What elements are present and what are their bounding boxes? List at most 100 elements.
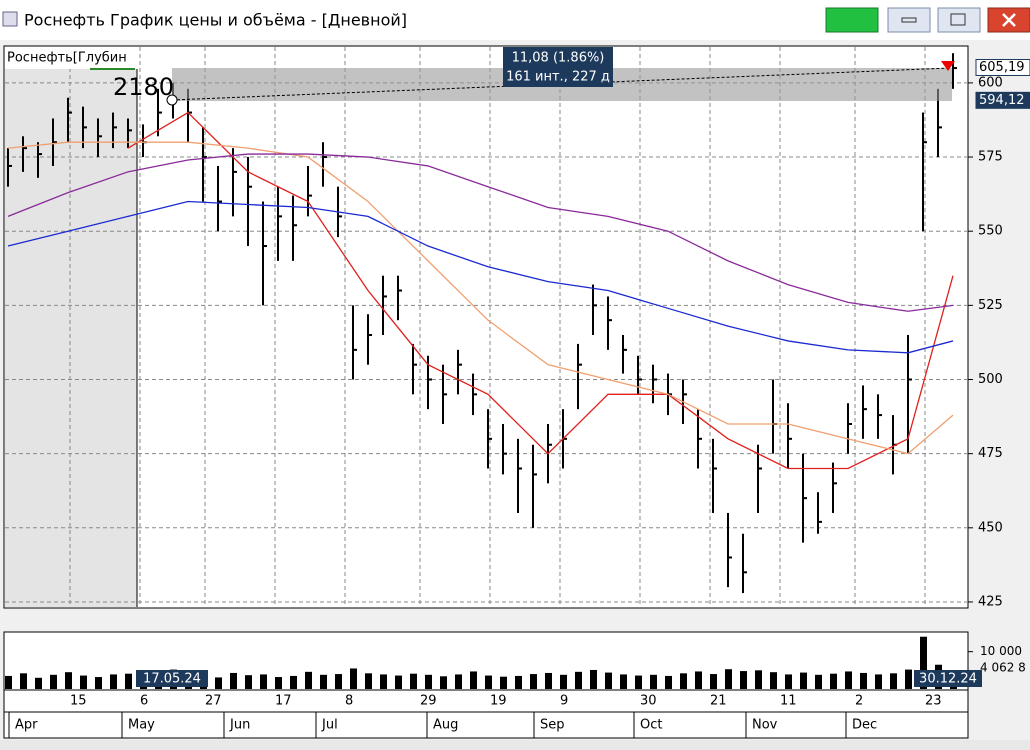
- legend-box: [5, 47, 138, 69]
- volume-bar: [380, 674, 387, 689]
- volume-bar: [245, 675, 252, 689]
- volume-bar: [260, 674, 267, 689]
- volume-bar: [95, 677, 102, 689]
- volume-bar: [290, 675, 297, 689]
- day-label: 8: [345, 694, 353, 709]
- volume-bar: [350, 668, 357, 689]
- volume-bar: [875, 674, 882, 689]
- volume-bar: [845, 671, 852, 689]
- maximize-button[interactable]: [937, 7, 981, 33]
- volume-bar: [5, 675, 12, 689]
- volume-bar: [905, 669, 912, 689]
- volume-bar: [605, 672, 612, 689]
- time-axis: [3, 689, 969, 739]
- volume-bar: [275, 677, 282, 689]
- day-label: 9: [560, 694, 568, 709]
- volume-bar: [635, 675, 642, 689]
- y-tick-label: 575: [978, 150, 1003, 165]
- month-label: Sep: [540, 718, 565, 733]
- signal-marker: [941, 61, 955, 71]
- y-tick-label: 500: [978, 372, 1003, 387]
- volume-bar: [815, 674, 822, 689]
- day-label: 21: [710, 694, 727, 709]
- measure-span: 161 инт., 227 д: [506, 70, 610, 85]
- volume-bar: [425, 674, 432, 689]
- volume-bar: [230, 672, 237, 689]
- volume-bar: [500, 676, 507, 689]
- day-label: 27: [205, 694, 222, 709]
- moving-average: [127, 111, 954, 470]
- start-date-box: [136, 670, 208, 687]
- month-label: Jul: [321, 718, 338, 733]
- volume-bar: [770, 672, 777, 689]
- volume-bar: [785, 674, 792, 689]
- price-label: 605,19: [979, 60, 1025, 75]
- day-label: 11: [780, 694, 797, 709]
- link-button[interactable]: [825, 7, 879, 33]
- moving-average: [7, 141, 954, 455]
- volume-bar: [545, 672, 552, 689]
- month-label: Nov: [752, 718, 778, 733]
- volume-bar: [440, 676, 447, 689]
- volume-bar: [560, 674, 567, 689]
- day-label: 23: [925, 694, 942, 709]
- day-label: 2: [855, 694, 863, 709]
- measure-change: 11,08 (1.86%): [512, 51, 605, 66]
- minimize-icon: [901, 17, 917, 23]
- price-label-box: [975, 91, 1030, 109]
- volume-bar: [110, 674, 117, 689]
- maximize-icon: [950, 13, 966, 26]
- y-tick-label: 600: [978, 75, 1003, 90]
- y-tick-label: 425: [978, 594, 1003, 609]
- day-label: 29: [420, 694, 437, 709]
- end-date: 30.12.24: [919, 672, 977, 687]
- moving-average: [7, 153, 954, 312]
- shaded-region: [5, 47, 137, 607]
- volume-bar: [365, 673, 372, 689]
- end-date-box: [914, 670, 982, 687]
- volume-bar: [695, 671, 702, 689]
- month-label: Aug: [433, 718, 458, 733]
- volume-bar: [680, 673, 687, 689]
- day-label: 6: [140, 694, 148, 709]
- volume-bar: [65, 672, 72, 689]
- volume-bar: [860, 672, 867, 689]
- volume-bar: [710, 674, 717, 689]
- day-label: 15: [70, 694, 87, 709]
- volume-bar: [590, 669, 597, 689]
- day-label: 17: [275, 694, 292, 709]
- volume-bar: [800, 672, 807, 689]
- volume-bar: [305, 671, 312, 689]
- volume-bar: [80, 675, 87, 689]
- scrollbar[interactable]: [0, 740, 1030, 750]
- volume-bar: [410, 673, 417, 689]
- day-label: 30: [640, 694, 657, 709]
- moving-average: [7, 200, 954, 354]
- measure-box: [503, 47, 613, 87]
- y-tick-label: 550: [978, 224, 1003, 239]
- y-tick-label: 10 000: [980, 644, 1022, 658]
- volume-bar: [335, 674, 342, 689]
- y-tick-label: 450: [978, 520, 1003, 535]
- volume-bar: [890, 673, 897, 689]
- volume-bar: [125, 673, 132, 689]
- volume-bar: [215, 677, 222, 689]
- legend-label: Роснефть[Глубин: [7, 51, 127, 66]
- volume-bar: [320, 674, 327, 689]
- y-tick-label: 475: [978, 446, 1003, 461]
- price-pane: [3, 45, 969, 609]
- volume-bar: [20, 673, 27, 689]
- trend-anchor: [166, 94, 178, 106]
- minimize-button[interactable]: [887, 7, 931, 33]
- y-tick-label: 525: [978, 298, 1003, 313]
- volume-bar: [485, 675, 492, 689]
- month-label: Jun: [229, 718, 250, 733]
- volume-bar: [740, 671, 747, 689]
- close-icon: [1002, 13, 1016, 27]
- start-date: 17.05.24: [143, 672, 201, 687]
- volume-bar: [665, 675, 672, 689]
- volume-bar: [395, 675, 402, 689]
- volume-bar: [515, 675, 522, 689]
- month-label: Oct: [640, 718, 662, 733]
- month-label: Dec: [852, 718, 877, 733]
